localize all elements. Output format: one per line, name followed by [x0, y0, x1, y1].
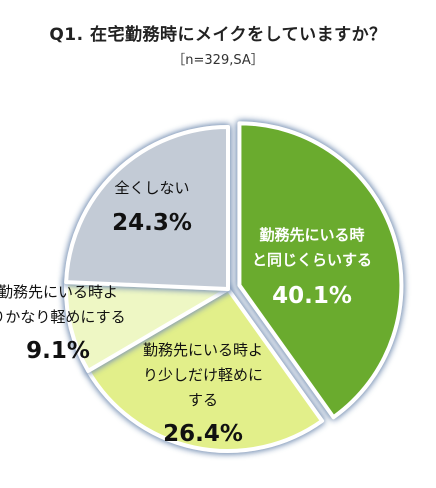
slice-label-3-line-1: 勤務先にいる時よ: [0, 283, 118, 301]
pie-slices: [64, 121, 404, 453]
chart-title: Q1. 在宅勤務時にメイクをしていますか？: [49, 25, 387, 45]
pie-labels: 勤務先にいる時と同じくらいする40.1%勤務先にいる時より少しだけ軽めにする26…: [0, 179, 372, 447]
slice-label-1-line-2: と同じくらいする: [252, 251, 372, 269]
slice-label-1-line-1: 勤務先にいる時: [259, 226, 364, 244]
slice-label-3-line-2: りかなり軽めにする: [0, 308, 126, 326]
chart-subtitle: ［n=329,SA］: [172, 53, 264, 68]
slice-label-4-line-1: 全くしない: [114, 179, 189, 197]
slice-label-2-line-2: り少しだけ軽めに: [143, 366, 263, 384]
slice-label-2-line-3: する: [188, 391, 218, 409]
slice-label-2-line-1: 勤務先にいる時よ: [143, 341, 263, 359]
pie-slice-4: [64, 125, 230, 291]
slice-value-3: 9.1%: [26, 338, 90, 364]
slice-value-4: 24.3%: [112, 210, 192, 236]
slice-value-2: 26.4%: [163, 421, 243, 447]
slice-value-1: 40.1%: [272, 283, 352, 309]
pie-slice-2: [86, 287, 325, 453]
pie-slice-1: [237, 121, 404, 420]
